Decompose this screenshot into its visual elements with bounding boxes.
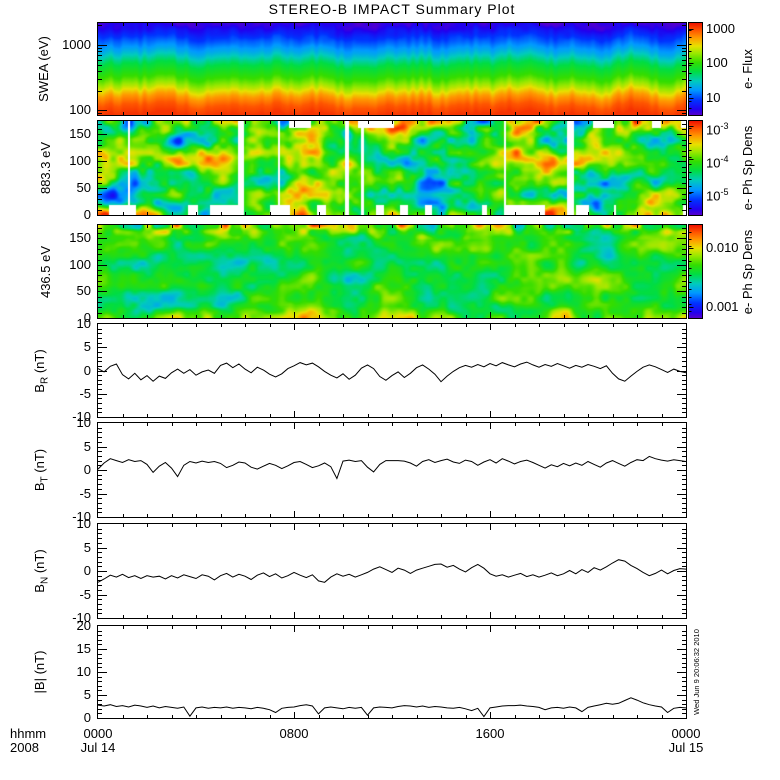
plot-title: STEREO-B IMPACT Summary Plot [268,1,516,17]
e436-ytick-label: 100 [69,256,91,272]
x-tick-label: 0800 [279,726,309,741]
colorbar-tick-label: 100 [706,55,728,71]
x-tick-label: 0000 [83,726,113,741]
panel-bmag-lineplot [97,625,687,719]
axis-ticks [98,626,686,718]
x-axis-format-label: hhmm [10,726,47,741]
bt-ytick-label: -5 [79,485,91,501]
e883-ytick-label: 0 [83,207,91,222]
bt-ytick-label: -10 [72,509,91,524]
bt-ytick-label: 10 [76,415,91,430]
br-ytick-label: -5 [79,385,91,401]
swea-spectrogram-canvas [98,23,686,115]
colorbar-tick-label: 10-5 [706,186,729,203]
br-ytick-label: 0 [83,362,91,378]
colorbar-e436 [688,224,703,319]
colorbar-tick-label: 10 [706,90,721,106]
colorbar-tick-label: 10-3 [706,120,729,138]
bmag-ytick-label: 10 [76,664,91,679]
bn-ytick-label: 5 [83,539,91,555]
bt-ytick-label: 5 [83,438,91,454]
e883-ytick-label: 50 [76,180,91,196]
bn-trace [98,559,686,583]
br-ytick-label: 10 [76,316,91,331]
panel-436ev-spectrogram [97,224,687,319]
swea-ytick-label: 1000 [62,37,91,53]
bn-ytick-label: -10 [72,610,91,625]
panel-swea-spectrogram [97,22,687,116]
creation-timestamp: Wed Jun 9 20:06:32 2010 [692,629,701,715]
colorbar-axis-label: e- Ph Sp Dens [740,229,755,314]
bn-ytick-label: 10 [76,516,91,531]
colorbar-ticks [689,29,694,109]
axis-ticks [98,225,686,318]
swea-ytick-label: 100 [69,102,91,118]
br-ytick-label: -10 [72,409,91,424]
bmag-trace [98,697,686,718]
e436-ytick-label: 150 [69,230,91,246]
bt-trace [98,455,686,480]
axis-ticks [98,23,686,115]
x-tick-label: 1600 [475,726,505,741]
bn-ytick-label: 0 [83,563,91,578]
panel-bn-lineplot [97,523,687,619]
e883-ytick-label: 100 [69,153,91,169]
x-axis-year-label: 2008 [10,740,39,755]
x-tick-label: 0000 [671,726,701,741]
colorbar-ticks [689,232,694,312]
colorbar-tick-label: 0.001 [706,298,739,314]
bmag-ytick-label: 15 [76,641,91,656]
bn-ytick-label: -5 [79,586,91,602]
axis-ticks [98,423,686,517]
br-ytick-label: 5 [83,339,91,355]
e883-spectrogram-canvas [98,121,686,215]
bmag-ytick-label: 20 [76,618,91,633]
axis-ticks [98,324,686,417]
bmag-ytick-label: 0 [83,710,91,725]
e883-ytick-label: 150 [69,126,91,142]
colorbar-tick-label: 1000 [706,21,735,37]
bt-ytick-label: 0 [83,462,91,477]
e436-ytick-label: 50 [76,283,91,299]
colorbar-tick-label: 0.010 [706,240,739,256]
colorbar-e883 [688,120,703,216]
e436-spectrogram-canvas [98,225,686,318]
br-trace [98,361,686,383]
panel-bt-lineplot [97,422,687,518]
panel-883ev-spectrogram [97,120,687,216]
x-tick-date: Jul 15 [668,740,704,755]
axis-ticks [98,121,686,215]
colorbar-swea [688,22,703,116]
bmag-ytick-label: 5 [83,687,91,702]
panel-br-lineplot [97,323,687,418]
axis-ticks [98,524,686,618]
colorbar-ticks [689,126,694,209]
e436-ytick-label: 0 [83,310,91,325]
colorbar-tick-label: 10-4 [706,153,729,170]
x-tick-date: Jul 14 [80,740,116,755]
